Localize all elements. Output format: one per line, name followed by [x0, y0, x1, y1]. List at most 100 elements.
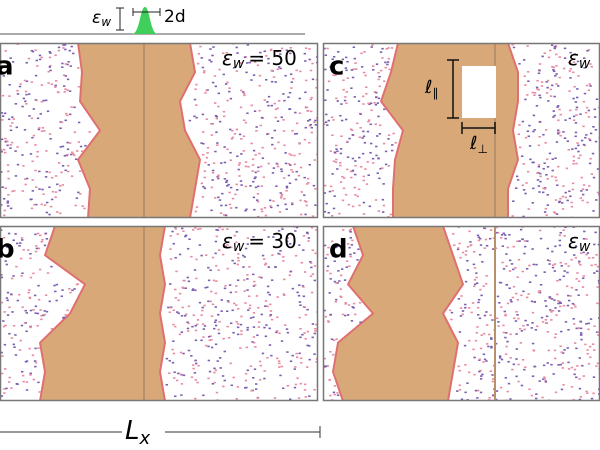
particle	[70, 151, 74, 154]
particle	[333, 393, 336, 396]
particle	[484, 282, 488, 285]
particle	[252, 236, 255, 238]
particle	[533, 92, 537, 94]
particle	[559, 113, 562, 116]
particle	[260, 165, 263, 168]
particle	[303, 332, 306, 334]
particle	[472, 263, 476, 266]
particle	[562, 229, 565, 231]
particle	[250, 104, 253, 107]
particle	[43, 313, 46, 316]
particle	[360, 52, 363, 55]
particle	[301, 285, 305, 287]
particle	[236, 326, 240, 329]
particle	[476, 282, 479, 284]
particle	[561, 352, 565, 354]
particle	[370, 46, 373, 48]
particle	[570, 205, 574, 208]
particle	[596, 265, 600, 268]
particle	[258, 109, 261, 112]
particle	[256, 215, 260, 218]
particle	[224, 285, 227, 287]
particle	[323, 244, 327, 247]
particle	[221, 228, 224, 231]
particle	[310, 96, 313, 99]
particle	[258, 84, 261, 87]
particle	[3, 66, 6, 69]
particle	[0, 395, 4, 397]
particle	[7, 193, 10, 196]
particle	[56, 211, 59, 213]
particle	[567, 265, 570, 267]
particle	[475, 272, 478, 274]
particle	[473, 279, 477, 281]
particle	[255, 383, 258, 385]
particle	[567, 361, 570, 364]
particle	[383, 80, 386, 83]
particle	[500, 358, 504, 361]
particle	[457, 298, 461, 300]
particle	[255, 130, 258, 132]
particle	[258, 378, 262, 381]
l-parallel: ℓ∥	[424, 77, 438, 100]
particle	[349, 236, 353, 239]
particle	[247, 165, 250, 168]
particle	[378, 177, 381, 180]
particle	[587, 89, 591, 92]
particle	[478, 359, 481, 361]
particle	[175, 270, 178, 273]
particle	[270, 206, 273, 209]
particle	[263, 50, 266, 53]
particle	[8, 83, 11, 86]
particle	[269, 49, 273, 52]
particle	[531, 375, 535, 378]
particle	[367, 119, 371, 121]
particle	[587, 109, 590, 112]
particle	[378, 124, 382, 127]
particle	[226, 267, 229, 270]
particle	[290, 81, 294, 83]
particle	[267, 266, 270, 268]
particle	[479, 378, 483, 380]
particle	[76, 150, 79, 152]
particle	[42, 193, 45, 196]
particle	[475, 332, 478, 334]
particle	[80, 150, 84, 153]
particle	[275, 330, 279, 332]
particle	[0, 372, 4, 375]
particle	[283, 278, 286, 281]
particle	[230, 138, 234, 140]
particle	[310, 226, 314, 229]
panel	[0, 43, 318, 218]
particle	[261, 254, 265, 257]
particle	[368, 205, 372, 208]
particle	[589, 318, 593, 320]
particle	[214, 343, 218, 346]
particle	[376, 172, 379, 175]
particle	[545, 315, 549, 318]
particle	[310, 126, 314, 129]
particle	[576, 272, 579, 274]
particle	[291, 287, 295, 290]
particle	[490, 337, 493, 339]
particle	[218, 249, 221, 252]
particle	[312, 184, 316, 187]
particle	[192, 364, 195, 366]
particle	[232, 66, 236, 69]
particle	[300, 361, 303, 364]
particle	[512, 245, 515, 248]
particle	[538, 120, 542, 123]
particle	[311, 215, 315, 218]
particle	[248, 295, 251, 298]
particle	[264, 300, 268, 302]
particle	[214, 114, 218, 117]
particle	[464, 253, 468, 256]
particle	[244, 165, 248, 168]
particle	[313, 279, 317, 282]
particle	[590, 264, 593, 267]
particle	[48, 51, 51, 53]
particle	[226, 228, 229, 230]
particle	[214, 292, 218, 295]
particle	[309, 123, 312, 126]
particle	[168, 372, 171, 375]
